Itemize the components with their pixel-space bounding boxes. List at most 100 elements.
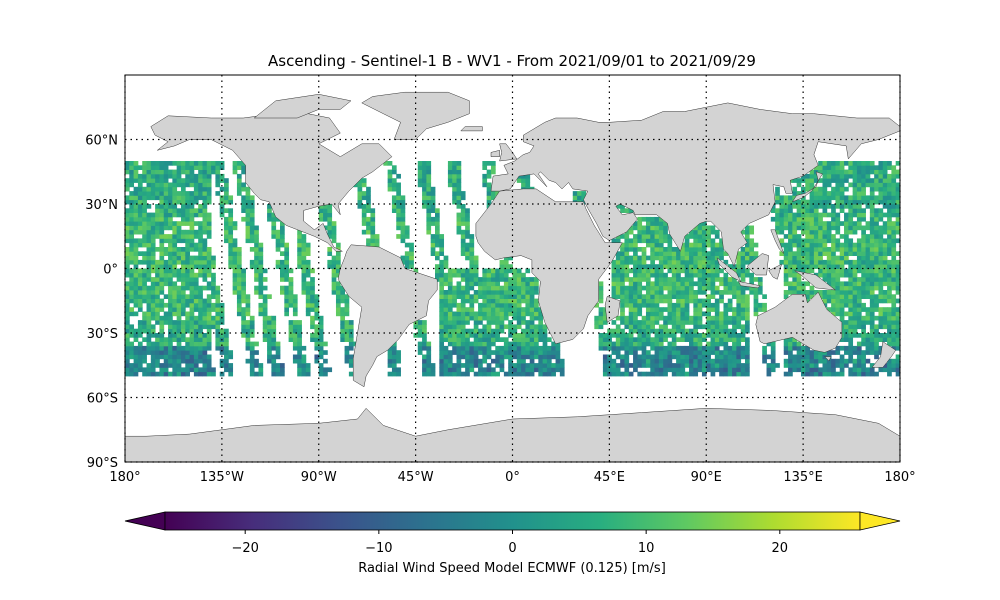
data-cell — [198, 298, 203, 304]
data-cell — [168, 277, 173, 282]
data-cell — [714, 320, 720, 325]
data-cell — [176, 161, 182, 166]
data-cell — [706, 272, 711, 278]
data-cell — [249, 354, 255, 360]
data-cell — [809, 221, 815, 226]
data-cell — [503, 354, 509, 360]
data-cell — [869, 165, 875, 170]
data-cell — [684, 311, 690, 317]
data-cell — [292, 354, 298, 360]
data-cell — [796, 238, 802, 244]
data-cell — [749, 229, 755, 235]
data-cell — [447, 281, 453, 287]
data-cell — [271, 315, 277, 321]
data-cell — [391, 354, 397, 360]
data-cell — [667, 268, 673, 274]
data-cell — [465, 350, 470, 355]
data-cell — [697, 367, 703, 373]
data-cell — [861, 186, 866, 192]
data-cell — [839, 268, 845, 274]
data-cell — [348, 371, 354, 377]
data-cell — [852, 307, 858, 312]
data-cell — [680, 285, 686, 291]
data-cell — [887, 259, 892, 265]
data-cell — [529, 363, 535, 368]
data-cell — [624, 247, 630, 252]
data-cell — [611, 367, 617, 373]
data-cell — [215, 315, 221, 321]
data-cell — [469, 328, 475, 334]
data-cell — [172, 324, 178, 330]
data-cell — [236, 161, 242, 166]
data-cell — [202, 161, 208, 166]
data-cell — [766, 367, 772, 373]
data-cell — [137, 290, 143, 295]
data-cell — [469, 307, 475, 312]
data-cell — [159, 277, 165, 282]
data-cell — [697, 225, 703, 231]
data-cell — [745, 371, 750, 377]
data-cell — [788, 354, 793, 360]
data-cell — [155, 247, 160, 252]
data-cell — [745, 345, 750, 351]
data-cell — [249, 341, 255, 347]
data-cell — [865, 272, 871, 278]
data-cell — [611, 272, 617, 278]
data-cell — [456, 363, 462, 368]
data-cell — [236, 277, 242, 282]
data-cell — [723, 277, 729, 282]
data-cell — [792, 199, 798, 205]
data-cell — [163, 268, 169, 274]
data-cell — [318, 320, 324, 325]
data-cell — [745, 324, 750, 330]
data-cell — [551, 350, 556, 355]
data-cell — [172, 371, 178, 377]
data-cell — [831, 311, 836, 317]
data-cell — [387, 345, 393, 351]
data-cell — [658, 285, 664, 291]
data-cell — [805, 367, 810, 373]
data-cell — [676, 320, 681, 325]
data-cell — [426, 191, 432, 196]
data-cell — [732, 371, 737, 377]
data-cell — [813, 242, 819, 248]
data-cell — [869, 320, 875, 325]
data-cell — [818, 290, 823, 295]
data-cell — [693, 242, 699, 248]
data-cell — [163, 234, 169, 239]
data-cell — [447, 337, 453, 342]
data-cell — [706, 307, 711, 312]
data-cell — [400, 229, 406, 235]
data-cell — [465, 268, 470, 274]
data-cell — [882, 320, 888, 325]
data-cell — [335, 294, 341, 299]
data-cell — [869, 272, 875, 278]
data-cell — [529, 324, 535, 330]
data-cell — [844, 238, 849, 244]
data-cell — [551, 345, 556, 351]
data-cell — [404, 234, 410, 239]
data-cell — [129, 199, 135, 205]
data-cell — [633, 320, 638, 325]
data-cell — [232, 221, 238, 226]
data-cell — [478, 363, 483, 368]
data-cell — [310, 268, 315, 274]
data-cell — [499, 259, 505, 265]
data-cell — [348, 328, 354, 334]
data-cell — [503, 324, 509, 330]
data-cell — [826, 247, 832, 252]
data-cell — [142, 251, 147, 256]
data-cell — [663, 320, 668, 325]
data-cell — [271, 225, 277, 231]
data-cell — [856, 333, 862, 338]
data-cell — [125, 350, 130, 355]
data-cell — [800, 371, 806, 377]
data-cell — [874, 212, 879, 218]
data-cell — [809, 264, 815, 269]
data-cell — [676, 272, 681, 278]
data-cell — [887, 311, 892, 317]
data-cell — [831, 298, 836, 304]
data-cell — [633, 341, 638, 347]
data-cell — [172, 195, 178, 201]
data-cell — [624, 277, 630, 282]
